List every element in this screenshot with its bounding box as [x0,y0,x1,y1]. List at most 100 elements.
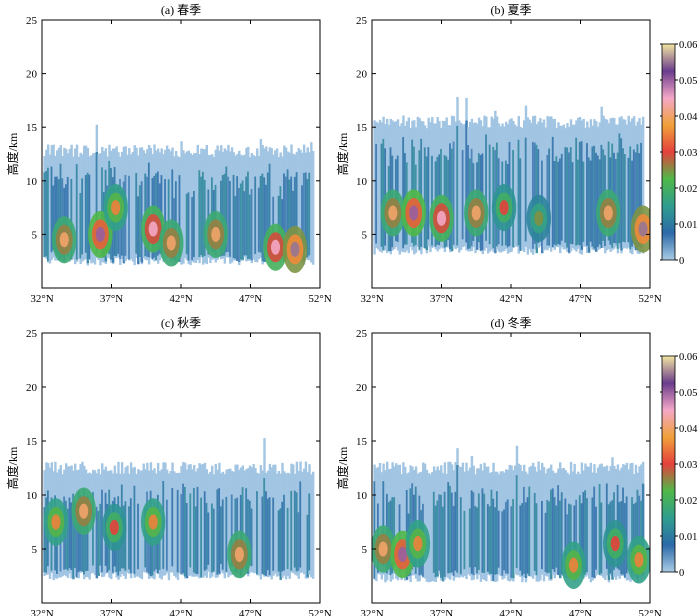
cloud-core-cell [544,512,548,573]
cloud-envelope-cell [407,117,411,254]
cloud-core-cell [575,137,578,246]
cloud-core-cell [279,508,282,580]
colorbar-tick-label: 0.02 [679,496,697,507]
cloud-core-cell [443,491,447,577]
ytick-label: 25 [26,328,38,340]
cloud-core-cell [70,178,73,260]
cloud-envelope-cell [513,124,517,247]
cloud-core-cell [533,142,537,244]
cloud-core-cell [72,493,75,579]
hotspot-layer [148,514,158,530]
cloud-field-1 [373,96,650,255]
cloud-core-cell [485,134,488,241]
cloud-envelope-cell [526,117,529,255]
cloud-core-cell [449,143,452,250]
hotspot-layer [388,205,398,221]
cloud-core-cell [454,491,457,571]
ytick-label: 10 [356,490,368,502]
cloud-core-cell [185,193,189,255]
cloud-envelope-cell [99,153,102,266]
cloud-envelope-cell [138,470,142,578]
cloud-core-cell [533,492,537,571]
cloud-core-cell [128,506,131,570]
cloud-envelope-cell [259,465,263,580]
hotspot [630,205,650,253]
cloud-envelope-cell [589,462,593,583]
cloud-core-cell [577,159,580,245]
cloud-core-cell [568,152,571,253]
xtick-label: 37°N [430,293,453,305]
cloud-envelope-cell [288,473,291,579]
cloud-core-cell [263,477,266,576]
cloud-core-cell [631,497,634,573]
xtick-label: 32°N [360,608,383,616]
cloud-envelope-cell [209,471,212,579]
cloud-core-cell [638,153,641,247]
cloud-core-cell [236,176,239,261]
cloud-core-cell [207,512,210,565]
cloud-core-cell [535,503,539,576]
cloud-core-cell [477,493,481,571]
cloud-envelope-cell [48,154,52,264]
cloud-core-cell [566,147,569,248]
cloud-core-cell [555,156,558,246]
cloud-envelope-cell [189,153,192,266]
cloud-envelope-cell [515,126,519,247]
cloud-core-cell [137,196,140,264]
cloud-core-cell [483,493,486,573]
cloud-envelope-cell [299,149,302,261]
cloud-core-cell [265,491,268,576]
cloud-envelope-cell [522,120,526,253]
cloud-envelope-cell [275,473,279,577]
cloud-core-cell [54,176,57,252]
hotspot-layer [79,503,89,519]
cloud-envelope-cell [465,462,468,580]
cloud-envelope-cell [304,461,308,579]
hotspot [596,189,621,237]
cloud-core-cell [185,503,189,579]
y-axis-label: 高度/km [5,132,20,175]
cloud-core-cell [557,161,560,245]
cloud-core-cell [283,494,286,571]
ytick-label: 20 [356,382,368,394]
cloud-core-cell [86,172,90,264]
hotspot [401,189,426,237]
cloud-core-cell [521,503,524,576]
cloud-core-cell [254,176,257,255]
cloud-core-cell [550,489,553,579]
hotspot [43,498,69,546]
cloud-core-cell [46,167,50,262]
cloud-core-cell [622,148,625,242]
cloud-core-cell [517,139,520,246]
cloud-core-cell [526,497,529,574]
cloud-core-cell [261,496,264,574]
colorbar-gradient [661,43,676,261]
y-axis-label: 高度/km [5,446,20,489]
cloud-core-cell [308,172,311,256]
cloud-core-cell [620,138,623,251]
cloud-envelope-cell [238,469,241,577]
cloud-core-cell [99,503,102,566]
cloud-core-cell [205,502,209,570]
colorbar-tick-label: 0.06 [679,40,697,51]
cloud-core-cell [218,488,221,574]
cloud-core-cell [304,172,308,250]
cloud-core-cell [456,465,459,573]
cloud-envelope-cell [458,120,461,253]
cloud-core-cell [97,510,100,576]
cloud-envelope-cell [310,142,313,263]
cloud-core-cell [434,505,438,578]
colorbar-tick-label: 0.01 [679,532,697,543]
cloud-core-cell [569,504,573,575]
cloud-core-cell [290,176,293,259]
cloud-core-cell [293,176,297,262]
cloud-envelope-cell [205,145,209,265]
cloud-core-cell [299,481,302,568]
cloud-core-cell [452,505,456,577]
cloud-core-cell [638,495,641,573]
cloud-core-cell [138,185,142,258]
cloud-core-cell [587,157,591,253]
cloud-envelope-cell [270,467,273,580]
cloud-core-cell [182,483,185,574]
cloud-core-cell [568,503,571,573]
